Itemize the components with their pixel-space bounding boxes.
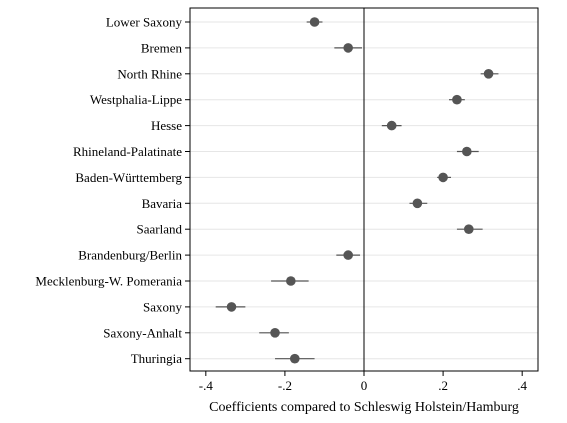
coefficient-point <box>438 172 448 183</box>
coefficient-point <box>343 43 353 53</box>
x-tick-label: -.4 <box>199 378 214 393</box>
category-label: Baden-Württemberg <box>75 170 182 185</box>
x-tick-label: -.2 <box>278 378 292 393</box>
x-tick-label: 0 <box>361 378 368 393</box>
plot-frame <box>189 7 539 372</box>
coefficient-point <box>226 302 237 312</box>
x-axis-title: Coefficients compared to Schleswig Holst… <box>209 400 519 415</box>
category-label: Lower Saxony <box>106 15 183 30</box>
category-label: North Rhine <box>117 66 182 81</box>
coefficient-point <box>343 250 353 260</box>
coefficient-point <box>483 69 494 79</box>
coefficient-point <box>286 276 296 286</box>
category-label: Bremen <box>141 40 183 55</box>
coefficient-point <box>309 17 320 27</box>
category-label: Saxony <box>143 299 183 314</box>
confidence-intervals <box>215 21 499 360</box>
category-label: Hesse <box>151 118 182 133</box>
category-label: Saxony-Anhalt <box>103 325 182 340</box>
category-label: Thuringia <box>131 351 182 366</box>
coefficient-point <box>452 94 462 105</box>
coefficient-point <box>463 224 474 234</box>
coefficient-point <box>386 120 397 131</box>
coefficient-point <box>289 353 300 364</box>
category-label: Mecklenburg-W. Pomerania <box>35 274 182 289</box>
category-label: Saarland <box>137 222 183 237</box>
category-label: Bavaria <box>142 196 183 211</box>
x-tick-label: .2 <box>438 378 448 393</box>
category-labels: Lower Saxony Bremen North Rhine Westphalia-… <box>35 15 190 366</box>
category-label: Rhineland-Palatinate <box>73 144 182 159</box>
category-label: Brandenburg/Berlin <box>78 248 182 263</box>
category-label: Westphalia-Lippe <box>90 92 182 107</box>
coefficient-point <box>412 198 423 209</box>
x-tick-label: .4 <box>517 378 527 393</box>
x-axis-ticks: -.4 -.2 0 .2 .4 <box>199 371 528 393</box>
coefficient-point <box>270 328 280 338</box>
coefficient-point <box>462 146 472 157</box>
coefficient-points <box>226 17 494 364</box>
